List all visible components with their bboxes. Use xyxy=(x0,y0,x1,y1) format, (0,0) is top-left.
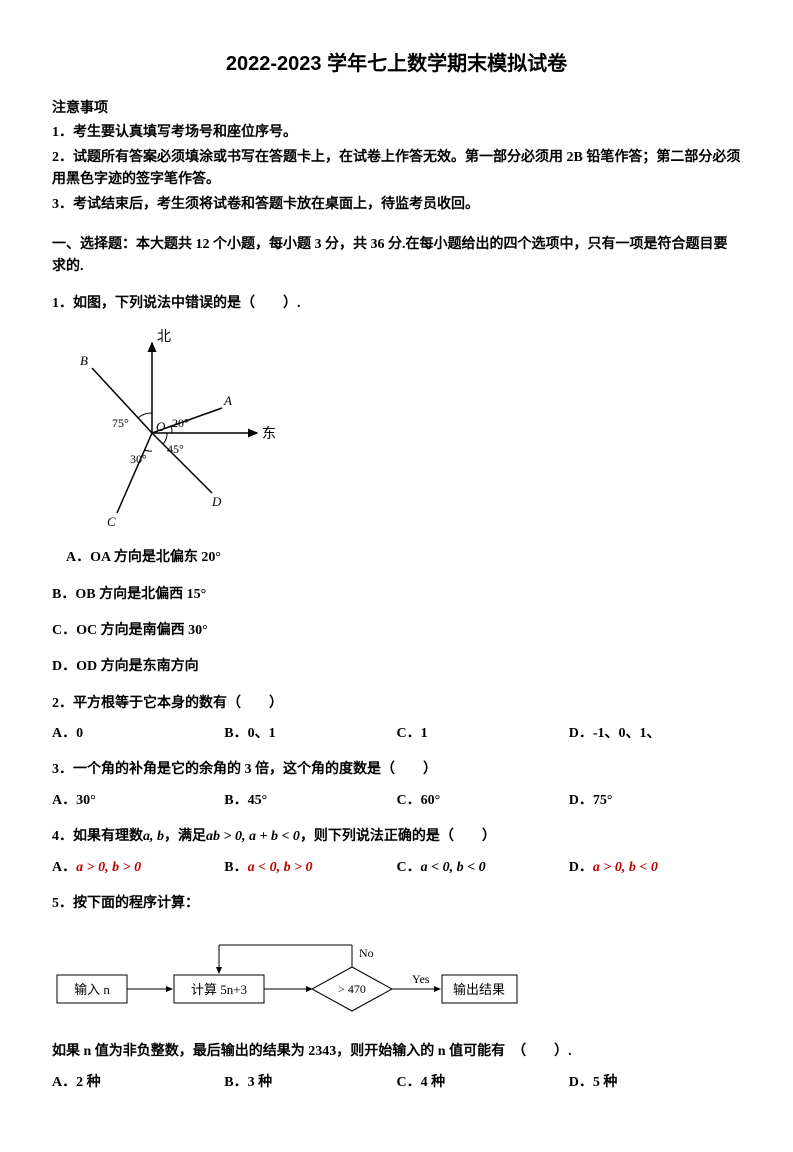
q1-label-o: O xyxy=(156,419,166,434)
q1-ang30: 30° xyxy=(130,452,147,466)
q1-stem: 1．如图，下列说法中错误的是（ ）. xyxy=(52,293,741,315)
q4-cond: ab > 0, a + b < 0 xyxy=(206,829,300,844)
q1-label-c: C xyxy=(107,514,116,529)
q2-opt-a: A．0 xyxy=(52,723,224,745)
q1-label-n: 北 xyxy=(157,329,171,345)
flow-cond: > 470 xyxy=(338,982,366,996)
q1-label-a: A xyxy=(223,393,232,408)
q1-diagram: 北 东 O A B C D 75° 20° 45° 30° xyxy=(52,323,741,533)
flow-input: 输入 n xyxy=(74,982,110,997)
page-title: 2022-2023 学年七上数学期末模拟试卷 xyxy=(52,48,741,80)
q5-opt-a: A．2 种 xyxy=(52,1072,224,1094)
flow-calc: 计算 5n+3 xyxy=(191,982,247,997)
q1-label-e: 东 xyxy=(262,426,276,442)
q3-opt-b: B．45° xyxy=(224,790,396,812)
q3-opt-c: C．60° xyxy=(397,790,569,812)
q4-opt-a: A．a > 0, b > 0 xyxy=(52,857,224,879)
notice-3: 3．考试结束后，考生须将试卷和答题卡放在桌面上，待监考员收回。 xyxy=(52,194,741,216)
q3-opt-a: A．30° xyxy=(52,790,224,812)
notice-1: 1．考生要认真填写考场号和座位序号。 xyxy=(52,122,741,144)
q1-opt-b: B．OB 方向是北偏西 15° xyxy=(52,584,741,606)
q2-stem: 2．平方根等于它本身的数有（ ） xyxy=(52,693,741,715)
q1-label-b: B xyxy=(80,353,88,368)
q5-flowchart: 输入 n 计算 5n+3 > 470 Yes 输出结果 No xyxy=(52,925,741,1025)
notice-2: 2．试题所有答案必须填涂或书写在答题卡上，在试卷上作答无效。第一部分必须用 2B… xyxy=(52,147,741,192)
flow-no: No xyxy=(359,946,374,960)
q5-opt-c: C．4 种 xyxy=(397,1072,569,1094)
q2-opt-b: B．0、1 xyxy=(224,723,396,745)
q1-opt-a: A．OA 方向是北偏东 20° xyxy=(52,547,741,569)
q4-options: A．a > 0, b > 0 B．a < 0, b > 0 C．a < 0, b… xyxy=(52,857,741,879)
q5-options: A．2 种 B．3 种 C．4 种 D．5 种 xyxy=(52,1072,741,1094)
notice-head: 注意事项 xyxy=(52,98,741,120)
q3-opt-d: D．75° xyxy=(569,790,741,812)
q2-opt-c: C．1 xyxy=(397,723,569,745)
q4-stem: 4．如果有理数a, b，满足ab > 0, a + b < 0，则下列说法正确的… xyxy=(52,826,741,848)
q1-label-d: D xyxy=(211,494,222,509)
q1-ang45: 45° xyxy=(167,442,184,456)
q4-opt-b: B．a < 0, b > 0 xyxy=(224,857,396,879)
section-1-head: 一、选择题：本大题共 12 个小题，每小题 3 分，共 36 分.在每小题给出的… xyxy=(52,234,741,279)
q5-opt-b: B．3 种 xyxy=(224,1072,396,1094)
q4-opt-d: D．a > 0, b < 0 xyxy=(569,857,741,879)
q4-opt-c: C．a < 0, b < 0 xyxy=(397,857,569,879)
flow-out: 输出结果 xyxy=(453,982,505,997)
q5-after: 如果 n 值为非负整数，最后输出的结果为 2343，则开始输入的 n 值可能有 … xyxy=(52,1041,741,1063)
q1-opt-d: D．OD 方向是东南方向 xyxy=(52,656,741,678)
flow-yes: Yes xyxy=(412,972,430,986)
q1-ang20: 20° xyxy=(172,416,189,430)
q2-opt-d: D．-1、0、1、 xyxy=(569,723,741,745)
q4-ab: a, b xyxy=(143,829,164,844)
q3-stem: 3．一个角的补角是它的余角的 3 倍，这个角的度数是（ ） xyxy=(52,759,741,781)
q1-ang75: 75° xyxy=(112,416,129,430)
q5-stem: 5．按下面的程序计算： xyxy=(52,893,741,915)
q2-options: A．0 B．0、1 C．1 D．-1、0、1、 xyxy=(52,723,741,745)
q5-opt-d: D．5 种 xyxy=(569,1072,741,1094)
q1-opt-c: C．OC 方向是南偏西 30° xyxy=(52,620,741,642)
q3-options: A．30° B．45° C．60° D．75° xyxy=(52,790,741,812)
